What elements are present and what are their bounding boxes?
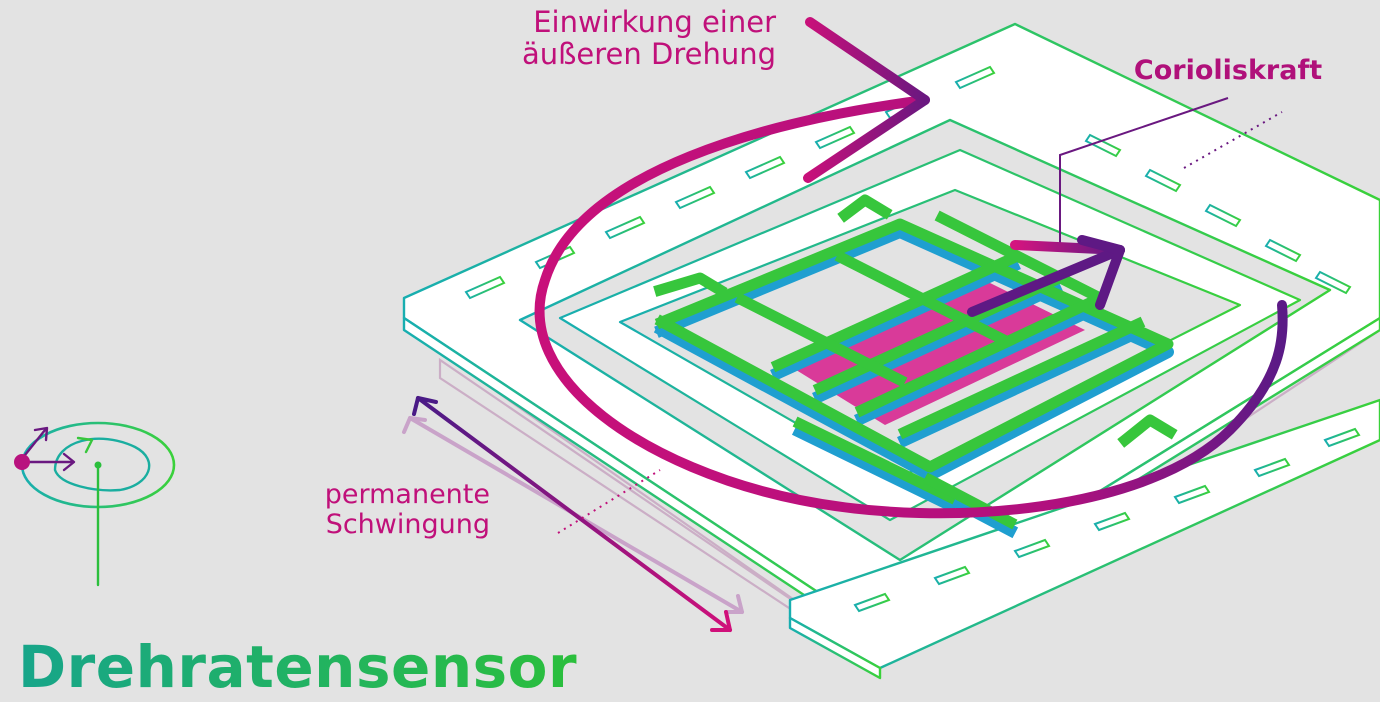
label-external-rotation-line-1: Einwirkung einer xyxy=(533,5,776,39)
label-external-rotation-line-2: äußeren Drehung xyxy=(522,37,776,72)
label-external-rotation: Einwirkung einer äußeren Drehung xyxy=(480,6,776,71)
page-title: Drehratensensor xyxy=(18,633,578,701)
label-permanent-vibration-line-1: permanente xyxy=(324,479,490,510)
rotation-icon xyxy=(14,421,176,587)
label-permanent-vibration-line-2: Schwingung xyxy=(325,509,490,541)
lower-frame-bar xyxy=(788,398,1380,680)
comb-structure-sides xyxy=(653,226,1174,539)
rotation-arc xyxy=(534,95,1288,519)
guide-lines xyxy=(557,111,1283,534)
rotation-arrow xyxy=(803,17,930,183)
label-coriolis-force: Corioliskraft xyxy=(1133,55,1323,86)
coriolis-arrow xyxy=(967,235,1125,317)
vibration-arrow xyxy=(402,396,744,632)
label-permanent-vibration: permanente Schwingung xyxy=(290,479,490,541)
comb-structure xyxy=(653,194,1178,530)
coriolis-leader-line xyxy=(1059,97,1229,250)
